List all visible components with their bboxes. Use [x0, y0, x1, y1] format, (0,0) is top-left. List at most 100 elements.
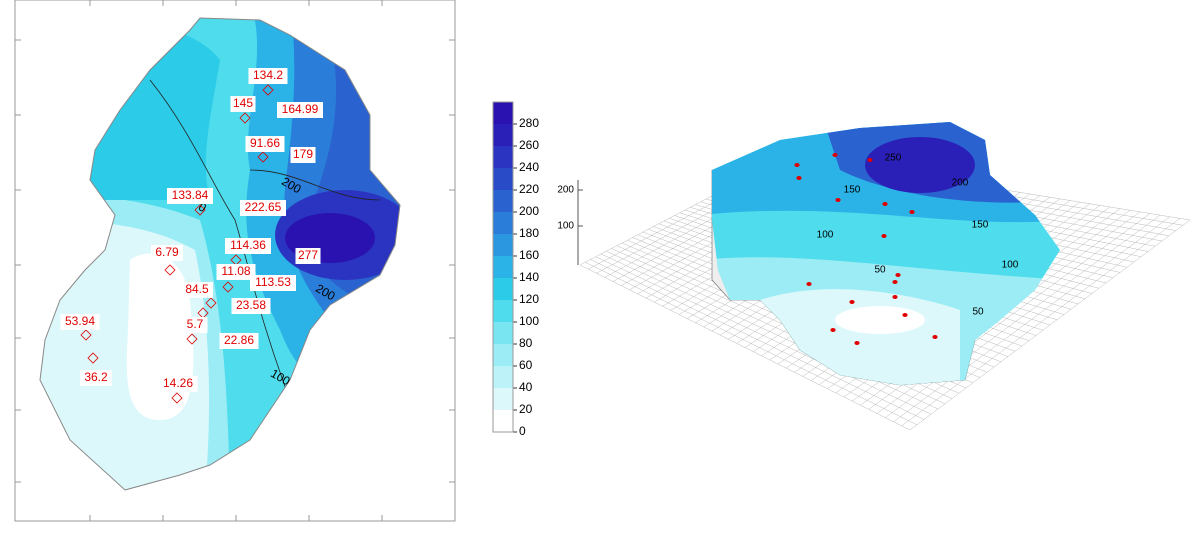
sample-dot — [794, 163, 800, 167]
sample-marker — [80, 329, 92, 341]
colorbar-band — [493, 102, 513, 124]
label-box — [245, 136, 285, 152]
contour-label: 250 — [885, 153, 902, 164]
value-label: 14.26 — [163, 376, 193, 390]
colorbar-label: 220 — [519, 182, 539, 196]
value-label: 134.2 — [253, 68, 283, 82]
value-label: 5.7 — [187, 317, 204, 331]
label-box — [250, 275, 296, 291]
value-label: 23.58 — [236, 298, 266, 312]
surface-3d: 100 150 100 50 50 150 200 250 100 200 — [557, 122, 1191, 431]
colorbar-band — [493, 146, 513, 168]
contour-label: 50 — [874, 265, 886, 276]
sample-marker — [87, 352, 99, 364]
colorbar-band — [493, 410, 513, 432]
sample-marker — [230, 254, 242, 266]
label-box — [151, 245, 183, 261]
sample-dot — [832, 153, 838, 157]
colorbar-label: 180 — [519, 226, 539, 240]
sample-dot — [854, 341, 860, 345]
floor-grid — [901, 218, 1181, 427]
label-box — [248, 68, 288, 84]
sample-dot — [892, 280, 898, 284]
colorbar-band — [493, 388, 513, 410]
value-label: 53.94 — [65, 314, 95, 328]
value-label: 6.79 — [155, 245, 179, 259]
label-box — [158, 376, 198, 392]
label-box — [240, 200, 286, 216]
label-box — [167, 188, 213, 204]
map-frame — [14, 0, 456, 522]
floor-grid — [885, 214, 1161, 418]
colorbar-band — [493, 300, 513, 322]
sample-dot — [867, 158, 873, 162]
sample-dot — [796, 176, 802, 180]
z-tick-label: 200 — [557, 185, 574, 196]
floor-grid — [909, 219, 1191, 431]
colorbar-band — [493, 212, 513, 234]
colorbar-label: 40 — [519, 380, 533, 394]
colorbar-label: 280 — [519, 116, 539, 130]
colorbar-band — [493, 344, 513, 366]
band — [865, 137, 975, 193]
sample-dot — [830, 328, 836, 332]
sample-marker — [222, 281, 234, 293]
label-box — [219, 333, 259, 349]
z-tick-label: 100 — [557, 221, 574, 232]
label-box — [181, 282, 213, 298]
value-label: 277 — [298, 248, 318, 262]
value-label: 164.99 — [282, 102, 319, 116]
value-label: 113.53 — [255, 275, 291, 289]
colorbar-band — [493, 256, 513, 278]
band — [760, 289, 960, 385]
colorbar-label: 200 — [519, 204, 539, 218]
colorbar-label: 140 — [519, 270, 539, 284]
label-box — [225, 238, 271, 254]
label-box — [231, 298, 271, 314]
colorbar-label: 0 — [519, 424, 526, 438]
contour-label: 100 — [1002, 260, 1019, 271]
value-label: 36.2 — [84, 370, 108, 384]
colorbar-label: 120 — [519, 292, 539, 306]
value-label: 179 — [293, 147, 313, 161]
value-label: 11.08 — [221, 264, 250, 278]
band — [40, 18, 220, 200]
value-label: 22.86 — [224, 333, 254, 347]
sample-dot — [806, 282, 812, 286]
sample-marker — [257, 151, 269, 163]
colorbar-label: 160 — [519, 248, 539, 262]
value-label: 133.84 — [172, 188, 209, 202]
sample-marker — [164, 264, 176, 276]
colorbar-label: 20 — [519, 402, 533, 416]
label-box — [80, 370, 112, 386]
colorbar-band — [493, 190, 513, 212]
sample-dot — [932, 335, 938, 339]
label-box — [295, 248, 321, 264]
sample-dot — [909, 210, 915, 214]
sample-marker — [205, 297, 217, 309]
sample-dot — [902, 313, 908, 317]
colorbar-label: 100 — [519, 314, 539, 328]
sample-dot — [895, 273, 901, 277]
sample-dot — [881, 234, 887, 238]
colorbar-label: 240 — [519, 160, 539, 174]
value-label: 222.65 — [245, 200, 282, 214]
label-box — [290, 147, 316, 163]
contour-label: 150 — [844, 185, 861, 196]
colorbar-band — [493, 124, 513, 146]
value-label: 145 — [233, 96, 253, 110]
colorbar-frame — [492, 101, 514, 433]
floor-grid — [893, 216, 1171, 422]
contour-label: 50 — [972, 307, 984, 318]
sample-dot — [882, 202, 888, 206]
colorbar-band — [493, 366, 513, 388]
sample-marker — [171, 392, 183, 404]
band — [126, 253, 194, 420]
label-box — [182, 317, 208, 333]
sample-marker — [262, 84, 274, 96]
band — [835, 306, 925, 334]
contour-label: 150 — [972, 220, 989, 231]
label-box — [60, 314, 100, 330]
